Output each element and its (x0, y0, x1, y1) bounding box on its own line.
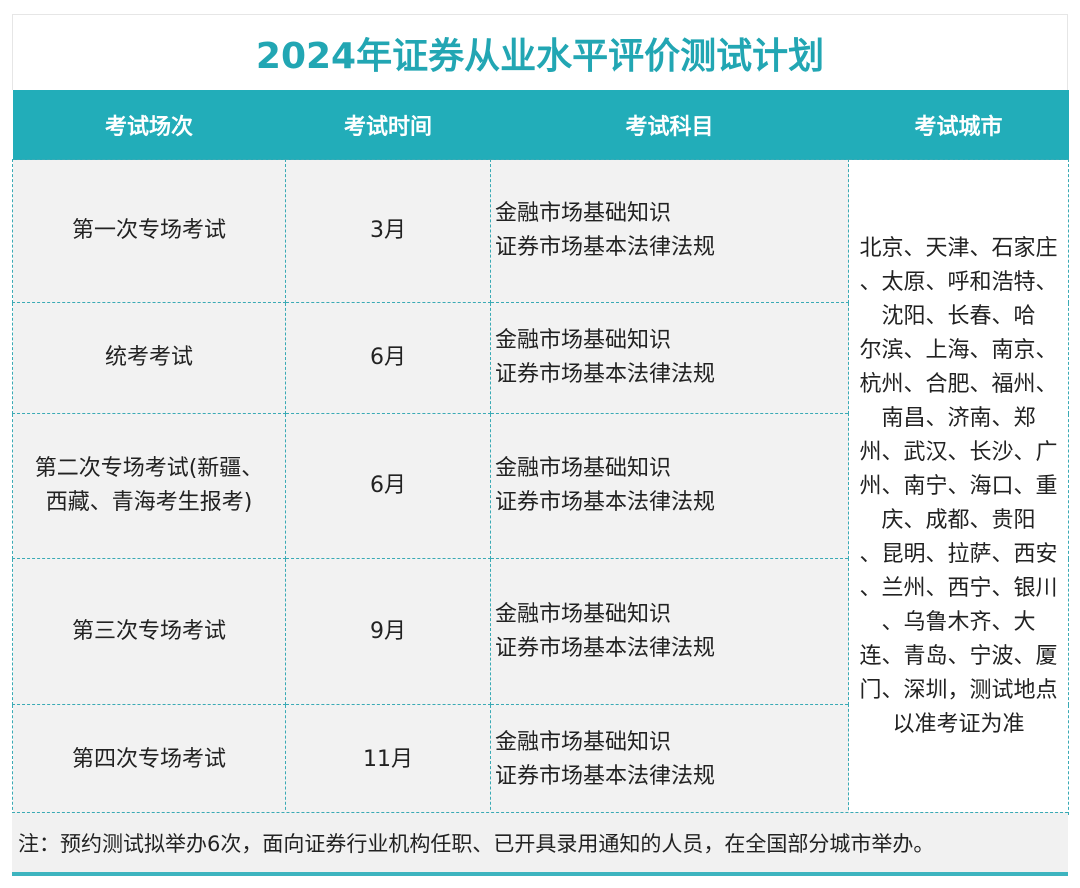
city-line: 杭州、合肥、福州、 (859, 372, 1058, 397)
city-line: 连、青岛、宁波、厦 (859, 644, 1058, 669)
subject-cell: 金融市场基础知识证券市场基本法律法规 (490, 413, 849, 559)
table-header-row: 考试场次 考试时间 考试科目 考试城市 (12, 90, 1069, 160)
session-cell: 第二次专场考试(新疆、西藏、青海考生报考) (12, 413, 286, 559)
time-cell: 6月 (285, 413, 491, 559)
subject-line: 证券市场基本法律法规 (495, 635, 716, 661)
session-text: 第四次专场考试 (71, 746, 226, 772)
session-cell: 第四次专场考试 (12, 704, 286, 815)
city-line: 以准考证为准 (892, 712, 1025, 737)
subject-line: 金融市场基础知识 (495, 601, 672, 627)
subject-line: 证券市场基本法律法规 (495, 763, 716, 789)
subject-line: 金融市场基础知识 (495, 201, 672, 226)
city-cell: 北京、天津、石家庄 、太原、呼和浩特、 沈阳、长春、哈 尔滨、上海、南京、 杭州、合肥、… (848, 159, 1069, 815)
exam-schedule-table: 考试场次 考试时间 考试科目 考试城市 第一次专场考试 3月 金融市场基础知识证… (12, 90, 1069, 815)
city-line: 尔滨、上海、南京、 (859, 338, 1058, 363)
table-row: 第一次专场考试 3月 金融市场基础知识 证券市场基本法律法规 北京、天津、石家庄 、太… (12, 159, 1069, 815)
session-text: 第二次专场考试(新疆、西藏、青海考生报考) (34, 456, 264, 515)
subject-line: 证券市场基本法律法规 (495, 490, 716, 515)
city-line: 门、深圳，测试地点 (859, 678, 1058, 703)
time-cell: 6月 (285, 302, 491, 414)
subject-cell: 金融市场基础知识证券市场基本法律法规 (490, 558, 849, 705)
subject-cell: 金融市场基础知识证券市场基本法律法规 (490, 159, 849, 303)
subject-line: 金融市场基础知识 (495, 328, 672, 353)
subject-cell: 金融市场基础知识证券市场基本法律法规 (490, 704, 849, 815)
bottom-divider (12, 872, 1068, 876)
header-city: 考试城市 (848, 90, 1069, 160)
footnote: 注：预约测试拟举办6次，面向证券行业机构任职、已开具录用通知的人员，在全国部分城… (12, 812, 1068, 872)
session-cell: 第一次专场考试 (12, 159, 286, 303)
subject-line: 金融市场基础知识 (495, 456, 672, 481)
header-time: 考试时间 (285, 90, 491, 160)
table-row: 统考考试 6月 金融市场基础知识证券市场基本法律法规 (12, 302, 1069, 414)
city-line: 庆、成都、贵阳 (881, 508, 1036, 533)
subject-cell: 金融市场基础知识证券市场基本法律法规 (490, 302, 849, 414)
city-line: 州、武汉、长沙、广 (859, 440, 1058, 465)
city-line: 沈阳、长春、哈 (881, 304, 1036, 329)
city-line: 南昌、济南、郑 (881, 406, 1036, 431)
city-line: 、太原、呼和浩特、 (859, 270, 1058, 295)
time-cell: 9月 (285, 558, 491, 705)
time-cell: 3月 (285, 159, 491, 303)
session-text: 统考考试 (104, 345, 193, 370)
time-cell: 11月 (285, 704, 491, 815)
header-subject: 考试科目 (490, 90, 849, 160)
subject-line: 证券市场基本法律法规 (495, 362, 716, 387)
subject-line: 金融市场基础知识 (495, 729, 672, 755)
city-line: 州、南宁、海口、重 (859, 474, 1058, 499)
table-row: 第三次专场考试 9月 金融市场基础知识证券市场基本法律法规 (12, 558, 1069, 705)
city-line: 北京、天津、石家庄 (859, 236, 1058, 261)
page-title: 2024年证券从业水平评价测试计划 (12, 14, 1068, 90)
session-text: 第一次专场考试 (71, 218, 226, 243)
session-cell: 第三次专场考试 (12, 558, 286, 705)
city-line: 、兰州、西宁、银川 (859, 576, 1058, 601)
header-session: 考试场次 (12, 90, 286, 160)
session-cell: 统考考试 (12, 302, 286, 414)
city-line: 、昆明、拉萨、西安 (859, 542, 1058, 567)
subject-line: 证券市场基本法律法规 (495, 235, 716, 260)
city-line: 、乌鲁木齐、大 (881, 610, 1036, 635)
session-text: 第三次专场考试 (71, 618, 226, 644)
table-row: 第二次专场考试(新疆、西藏、青海考生报考) 6月 金融市场基础知识证券市场基本法… (12, 413, 1069, 559)
